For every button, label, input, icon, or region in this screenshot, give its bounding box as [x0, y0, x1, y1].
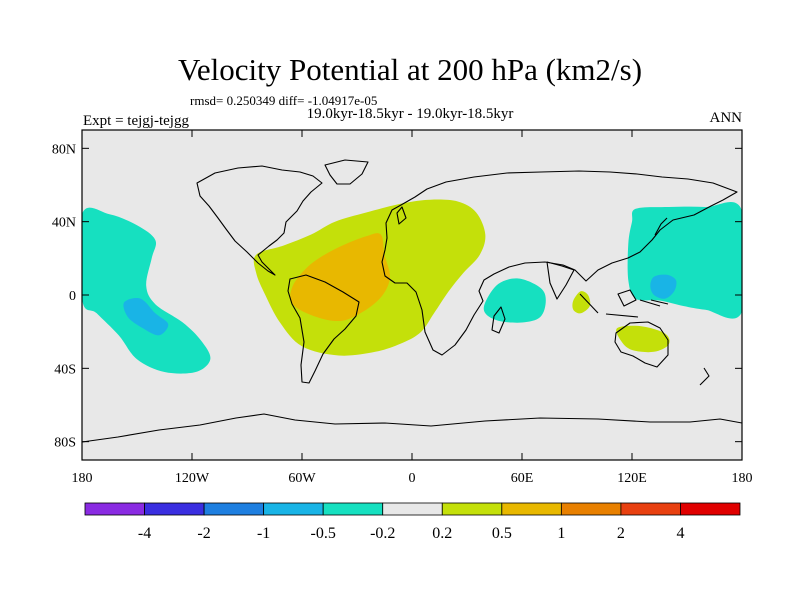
colorbar-label: 0.2 — [432, 525, 452, 542]
colorbar-swatch — [441, 502, 503, 516]
colorbar-label: -1 — [257, 525, 270, 542]
colorbar-label: -0.5 — [311, 525, 336, 542]
chart-title: Velocity Potential at 200 hPa (km2/s) — [177, 52, 643, 87]
colorbar-swatch — [144, 502, 205, 516]
colorbar-swatch — [322, 502, 384, 516]
contour-region-indian-ocean-neg — [483, 278, 546, 323]
contour-regions — [82, 199, 742, 374]
colorbar-swatch — [620, 502, 681, 516]
colorbar-label: 1 — [557, 525, 565, 542]
stats-subtitle: rmsd= 0.250349 diff= -1.04917e-05 — [190, 93, 378, 108]
y-tick-label: 80S — [54, 436, 76, 451]
colorbar-swatch — [263, 502, 324, 516]
colorbar-swatch — [680, 502, 741, 516]
contour-region-west-pacific-neg-core — [650, 274, 677, 299]
colorbar-swatch — [560, 502, 622, 516]
colorbar-label: -2 — [197, 525, 210, 542]
colorbar-label: 0.5 — [492, 525, 512, 542]
x-tick-label: 60E — [511, 471, 534, 486]
experiment-label: Expt = tejgj-tejgg — [83, 113, 189, 129]
colorbar-label: -4 — [138, 525, 151, 542]
season-label: ANN — [709, 110, 743, 126]
contour-region-australia-pos — [616, 325, 670, 353]
x-tick-label: 180 — [72, 471, 93, 486]
period-subtitle: 19.0kyr-18.5kyr - 19.0kyr-18.5kyr — [306, 106, 514, 122]
colorbar-swatch — [84, 502, 145, 516]
contour-region-sumatra-pos — [572, 291, 591, 314]
x-tick-label: 180 — [732, 471, 753, 486]
y-tick-label: 80N — [52, 142, 76, 157]
y-tick-label: 40S — [54, 362, 76, 377]
x-tick-label: 120E — [617, 471, 647, 486]
coastlines — [82, 159, 742, 443]
colorbar-swatch — [501, 502, 562, 516]
y-tick-label: 0 — [69, 289, 76, 304]
colorbar-swatch — [382, 502, 443, 516]
contour-region-pacific-neg-core — [123, 298, 169, 336]
colorbar-label: 4 — [676, 525, 684, 542]
colorbar-label: -0.2 — [370, 525, 395, 542]
x-tick-label: 0 — [409, 471, 416, 486]
colorbar-swatch — [203, 502, 265, 516]
x-tick-label: 60W — [288, 471, 316, 486]
y-tick-label: 40N — [52, 216, 76, 231]
x-tick-label: 120W — [175, 471, 210, 486]
colorbar-label: 2 — [617, 525, 625, 542]
contour-region-atlantic-pos-core — [290, 233, 391, 322]
contour-region-pacific-neg — [82, 207, 211, 374]
axes: 180 120W 60W 0 60E 120E 180 80N 40N 0 40S 80S — [52, 130, 753, 486]
colorbar: -4 -2 -1 -0.5 -0.2 0.2 0.5 1 2 4 — [84, 502, 741, 542]
